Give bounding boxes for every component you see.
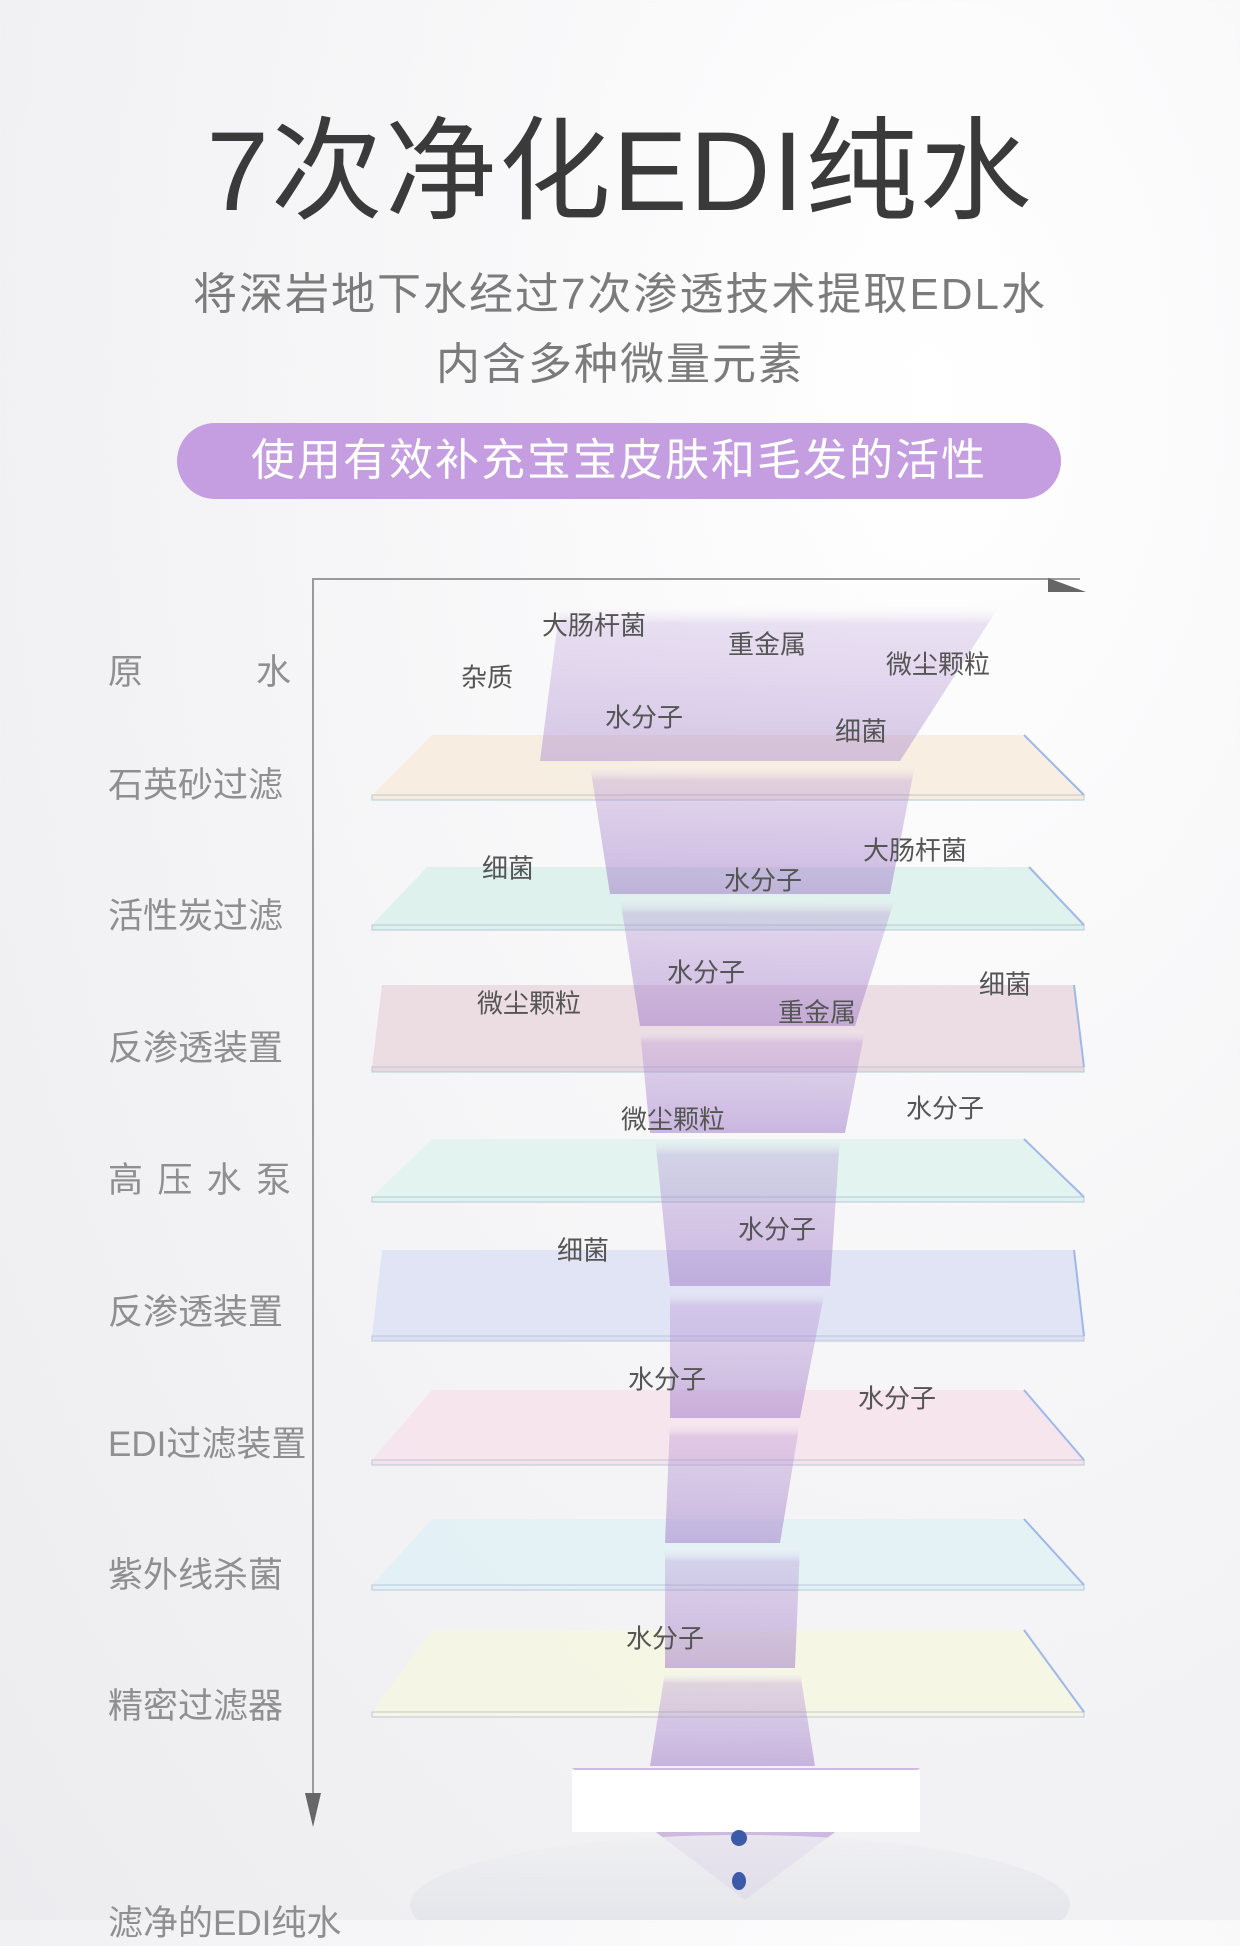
stage-label: 高压水泵: [108, 1161, 291, 1200]
particle-label: 水分子: [627, 1364, 707, 1395]
stage-label: EDI过滤装置: [108, 1425, 307, 1464]
benefit-pill: 使用有效补充宝宝皮肤和毛发的活性: [177, 423, 1061, 499]
water-drop-icon: [731, 1830, 747, 1846]
horizontal-axis-line: [312, 578, 1080, 580]
particle-label: 细菌: [481, 853, 535, 884]
particle-label: 杂质: [460, 662, 514, 693]
particle-label: 微尘颗粒: [885, 649, 991, 680]
particle-label: 水分子: [737, 1214, 817, 1245]
beam-segment: [665, 1547, 800, 1668]
particle-label: 大肠杆菌: [541, 610, 647, 641]
bottom-label: 滤净的EDI纯水: [108, 1904, 342, 1943]
stage-label: 活性炭过滤: [108, 897, 284, 936]
particle-label: 微尘颗粒: [476, 988, 582, 1019]
axis-arrow-down-icon: [305, 1793, 321, 1827]
beam-segment: [590, 765, 915, 894]
beam-segment: [665, 1422, 800, 1543]
beam-segment: [540, 605, 1000, 761]
stage-label: 原水: [108, 653, 291, 692]
stage-label: 精密过滤器: [108, 1687, 284, 1726]
vertical-axis-line: [312, 578, 314, 1823]
subtitle-line-1: 将深岩地下水经过7次渗透技术提取EDL水: [192, 270, 1048, 319]
page-title: 7次净化EDI纯水: [206, 109, 1034, 234]
water-drop-icon: [732, 1872, 746, 1890]
stage-label: 反渗透装置: [108, 1293, 284, 1332]
particle-label: 水分子: [666, 957, 746, 988]
stage-label: 石英砂过滤: [108, 766, 284, 805]
beam-segment: [650, 1672, 815, 1766]
particle-label: 水分子: [905, 1093, 985, 1124]
stage-label: 紫外线杀菌: [108, 1556, 284, 1595]
stage-label: 反渗透装置: [108, 1029, 284, 1068]
particle-label: 重金属: [727, 629, 807, 660]
subtitle-line-2: 内含多种微量元素: [436, 340, 804, 389]
particle-label: 细菌: [978, 969, 1032, 1000]
beam-segment: [620, 898, 895, 1026]
particle-label: 水分子: [625, 1623, 705, 1654]
particle-label: 微尘颗粒: [620, 1104, 726, 1135]
particle-label: 水分子: [604, 702, 684, 733]
particle-label: 大肠杆菌: [862, 835, 968, 866]
particle-label: 细菌: [556, 1235, 610, 1266]
axis-arrow-right-icon: [1048, 578, 1086, 592]
particle-label: 水分子: [857, 1383, 937, 1414]
beam-segment: [640, 1030, 865, 1133]
particle-label: 水分子: [723, 865, 803, 896]
beam-segment: [655, 1137, 840, 1286]
beam-segment: [670, 1290, 825, 1418]
particle-label: 重金属: [777, 997, 857, 1028]
particle-label: 细菌: [834, 716, 888, 747]
